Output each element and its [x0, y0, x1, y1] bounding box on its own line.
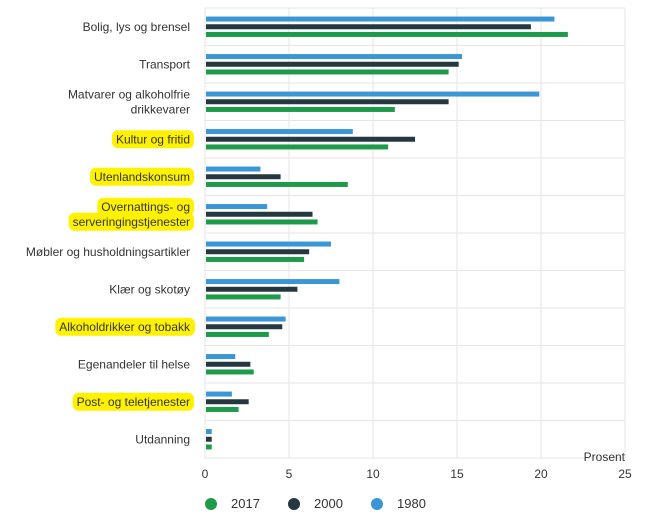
bar-1980[interactable] — [206, 279, 340, 285]
category-label: Utenlandskonsum — [89, 167, 194, 186]
legend: 2017 2000 1980 — [0, 496, 655, 520]
category-label-text: Utdanning — [135, 432, 190, 446]
legend-swatch-icon — [288, 497, 300, 510]
bar-1980[interactable] — [206, 429, 212, 435]
category-label: Klær og skotøy — [109, 282, 190, 296]
bar-2017[interactable] — [206, 369, 254, 375]
category-label: Bolig, lys og brensel — [83, 20, 190, 34]
category-label-text: Utenlandskonsum — [94, 170, 190, 184]
bar-1980[interactable] — [206, 129, 353, 135]
x-tick-label: 5 — [286, 467, 293, 481]
bar-2017[interactable] — [206, 331, 269, 337]
category-label-text: Egenandeler til helse — [78, 357, 190, 371]
bar-2017[interactable] — [206, 31, 568, 37]
category-label: Utdanning — [135, 432, 190, 446]
bar-2000[interactable] — [206, 399, 249, 405]
highlighter-mark — [89, 167, 194, 186]
highlighter-mark — [97, 197, 194, 216]
category-label-text: Bolig, lys og brensel — [83, 20, 190, 34]
highlighter-mark — [55, 317, 195, 336]
bar-1980[interactable] — [206, 166, 261, 172]
x-tick-label: 0 — [202, 467, 209, 481]
bar-2000[interactable] — [206, 286, 298, 292]
bar-2017[interactable] — [206, 106, 395, 112]
bar-2000[interactable] — [206, 436, 212, 442]
bar-2000[interactable] — [206, 174, 281, 180]
bar-2000[interactable] — [206, 211, 313, 217]
category-label: Transport — [139, 57, 191, 71]
category-label-text: Alkoholdrikker og tobakk — [59, 320, 191, 334]
category-label-text: Overnattings- og — [101, 200, 190, 214]
bar-1980[interactable] — [206, 16, 555, 22]
category-label-text: serveringingstjenester — [73, 215, 190, 229]
legend-item-1980[interactable]: 1980 — [371, 496, 426, 511]
category-label-text: Transport — [139, 57, 191, 71]
bar-1980[interactable] — [206, 316, 286, 322]
x-tick-label: 15 — [450, 467, 464, 481]
highlighter-mark — [68, 212, 194, 231]
category-label-text: Klær og skotøy — [109, 282, 190, 296]
bar-2000[interactable] — [206, 61, 459, 67]
bar-1980[interactable] — [206, 391, 232, 397]
category-label: Møbler og husholdningsartikler — [26, 245, 190, 259]
bar-2017[interactable] — [206, 444, 212, 450]
x-axis-unit-label: Prosent — [584, 450, 626, 464]
category-label: Egenandeler til helse — [78, 357, 190, 371]
category-label-text: drikkevarer — [131, 102, 190, 116]
legend-item-2000[interactable]: 2000 — [288, 496, 343, 511]
category-label-text: Matvarer og alkoholfrie — [68, 87, 190, 101]
bar-2017[interactable] — [206, 256, 305, 262]
bar-1980[interactable] — [206, 241, 331, 247]
legend-swatch-icon — [371, 497, 383, 510]
bar-2017[interactable] — [206, 144, 389, 150]
x-tick-label: 20 — [534, 467, 548, 481]
legend-label: 2000 — [314, 496, 343, 511]
bar-2000[interactable] — [206, 249, 310, 255]
bar-2000[interactable] — [206, 136, 415, 142]
legend-swatch-icon — [205, 497, 217, 510]
bar-1980[interactable] — [206, 354, 236, 360]
category-label-text: Møbler og husholdningsartikler — [26, 245, 190, 259]
bar-2000[interactable] — [206, 24, 531, 30]
bar-2000[interactable] — [206, 324, 283, 330]
category-label-text: Kultur og fritid — [116, 132, 190, 146]
highlighter-mark — [72, 392, 194, 411]
legend-label: 2017 — [231, 496, 260, 511]
bar-2017[interactable] — [206, 406, 239, 412]
bar-1980[interactable] — [206, 91, 540, 97]
bar-2017[interactable] — [206, 294, 281, 300]
category-label: Alkoholdrikker og tobakk — [55, 317, 195, 336]
category-label: Kultur og fritid — [111, 130, 194, 149]
bar-1980[interactable] — [206, 204, 268, 210]
category-label-text: Post- og teletjenester — [77, 395, 190, 409]
x-tick-label: 25 — [618, 467, 632, 481]
bar-2000[interactable] — [206, 361, 251, 367]
bar-1980[interactable] — [206, 54, 463, 60]
bar-2017[interactable] — [206, 219, 318, 225]
bar-2017[interactable] — [206, 69, 449, 75]
bar-2000[interactable] — [206, 99, 449, 105]
bar-2017[interactable] — [206, 181, 348, 187]
category-label: Post- og teletjenester — [72, 392, 194, 411]
legend-item-2017[interactable]: 2017 — [205, 496, 260, 511]
legend-label: 1980 — [397, 496, 426, 511]
highlighter-mark — [111, 130, 194, 149]
x-tick-label: 10 — [366, 467, 380, 481]
